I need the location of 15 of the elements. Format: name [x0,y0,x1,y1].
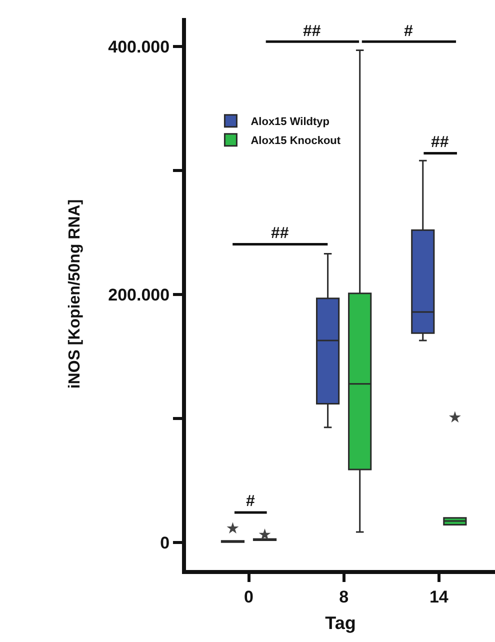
y-tick-label: 200.000 [108,286,170,305]
y-axis-title: iNOS [Kopien/50ng RNA] [66,199,84,389]
y-tick-label: 0 [160,534,170,553]
legend-label: Alox15 Wildtyp [250,116,330,128]
annotation: # [246,493,255,510]
x-tick-label: 0 [244,587,254,606]
annotation: ## [303,23,321,40]
annotation: ## [271,225,289,242]
x-tick-label: 8 [339,587,349,606]
legend-label: Alox15 Knockout [250,135,341,148]
x-tick-label: 14 [429,587,449,606]
annotation: ## [431,134,449,151]
x-axis-title: Tag [325,613,356,633]
y-tick-label: 400.000 [108,37,170,56]
annotation: # [404,23,413,40]
